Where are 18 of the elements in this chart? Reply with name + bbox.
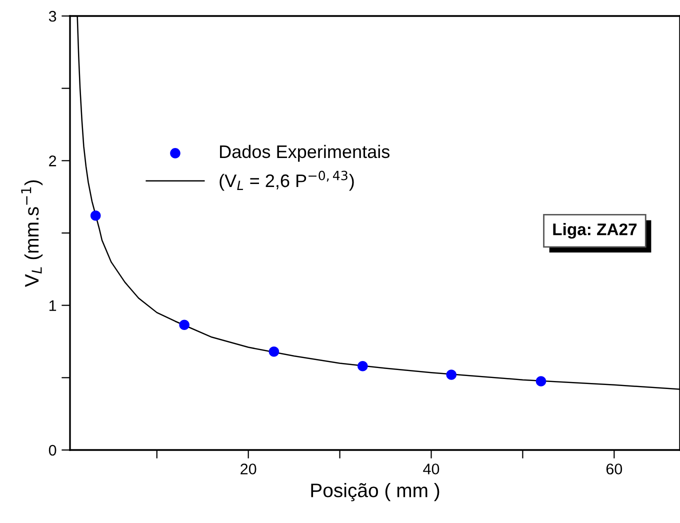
annotation: Liga: ZA27 bbox=[553, 223, 637, 239]
point bbox=[90, 210, 101, 221]
point bbox=[358, 360, 368, 372]
point bbox=[268, 346, 280, 357]
y-tick-label: 0 bbox=[48, 444, 56, 456]
x-axis-title: Posição ( mm ) bbox=[311, 482, 440, 502]
point bbox=[536, 376, 546, 386]
y-tick-label: 2 bbox=[49, 156, 56, 166]
point bbox=[179, 320, 190, 330]
x-tick-label: 40 bbox=[423, 464, 440, 474]
y-tick-label: 1 bbox=[49, 300, 56, 311]
y-tick-label: 3 bbox=[48, 10, 56, 22]
x-tick-label: 20 bbox=[240, 464, 256, 474]
x-tick-label: 60 bbox=[606, 464, 622, 474]
y-axis-title: V$_{L}$ (mm.s$^{−1}$) bbox=[21, 180, 43, 287]
legend-label: (V$_{L}$ = 2,6 P$^{−0,43}$) bbox=[220, 170, 354, 191]
point bbox=[446, 370, 457, 380]
legend-label: Dados Experimentais bbox=[220, 144, 390, 162]
